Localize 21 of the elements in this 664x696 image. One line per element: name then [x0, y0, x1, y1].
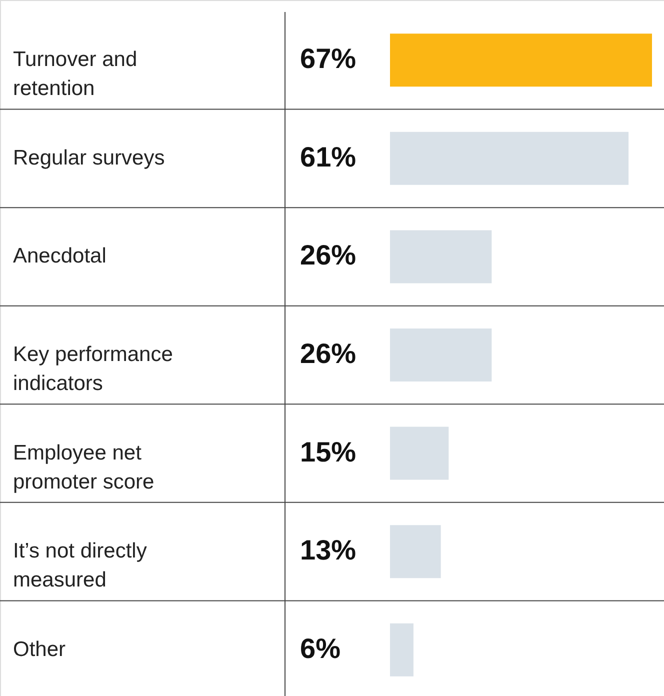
- data-label: 61%: [300, 141, 356, 172]
- y-tick-label: Anecdotal: [13, 244, 106, 268]
- y-tick-label: Key performance indicators: [13, 343, 173, 395]
- data-label: 13%: [300, 534, 356, 566]
- data-label: 6%: [300, 632, 341, 664]
- bar: [390, 132, 629, 185]
- bar: [390, 623, 414, 676]
- y-tick-label: Employee net promoter score: [13, 441, 154, 494]
- y-tick-label: It’s not directly measured: [13, 540, 148, 592]
- data-label: 26%: [300, 240, 356, 271]
- data-label: 67%: [300, 43, 356, 74]
- y-tick-label: Other: [13, 638, 66, 661]
- bar: [390, 328, 492, 382]
- bar: [390, 525, 441, 578]
- y-tick-label: Turnover and retention: [13, 48, 138, 100]
- bar: [390, 426, 449, 480]
- data-label: 15%: [300, 436, 356, 468]
- data-label: 26%: [300, 338, 356, 369]
- y-tick-label: Regular surveys: [13, 146, 165, 170]
- bar: [390, 230, 492, 284]
- bar: [390, 34, 652, 87]
